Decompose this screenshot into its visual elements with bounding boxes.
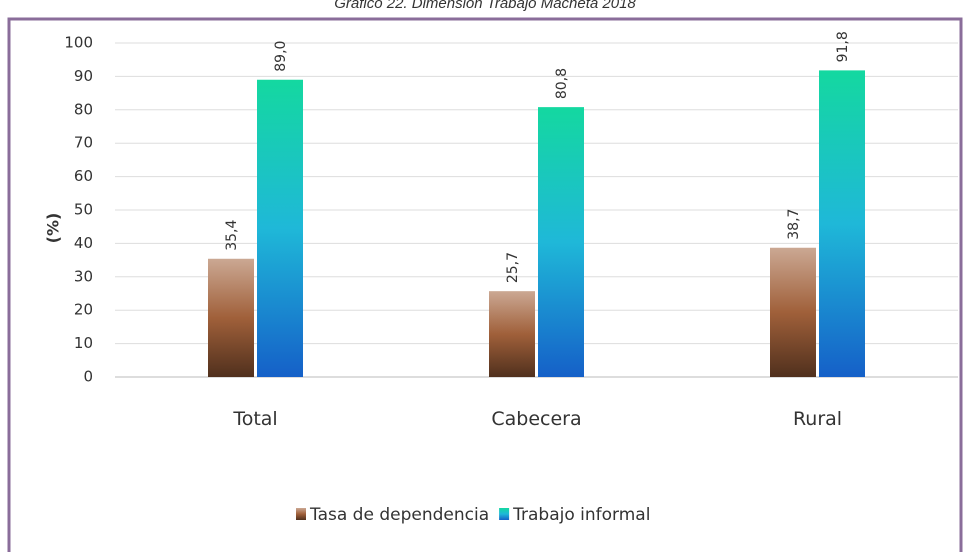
x-tick-label: Cabecera <box>491 408 581 430</box>
value-label: 25,7 <box>505 252 521 283</box>
y-tick-label: 100 <box>64 34 93 52</box>
value-label: 80,8 <box>554 68 570 99</box>
y-tick-label: 20 <box>74 301 93 319</box>
y-tick-label: 30 <box>74 267 93 285</box>
legend-label: Trabajo informal <box>512 505 650 525</box>
bar <box>489 291 535 377</box>
value-label: 91,8 <box>835 31 851 62</box>
bar <box>538 107 584 378</box>
y-tick-label: 0 <box>83 368 93 386</box>
value-label: 38,7 <box>786 209 802 240</box>
y-tick-label: 50 <box>74 201 93 219</box>
y-tick-label: 10 <box>74 334 93 352</box>
legend-swatch <box>499 508 510 520</box>
y-tick-label: 60 <box>74 167 93 185</box>
bar <box>208 258 254 377</box>
x-tick-label: Rural <box>793 408 842 430</box>
chart-title: Gráfico 22. Dimensión Trabajo Machetá 20… <box>334 0 636 12</box>
value-label: 89,0 <box>273 41 289 72</box>
y-tick-label: 40 <box>74 234 93 252</box>
y-tick-label: 90 <box>74 67 93 85</box>
value-label: 35,4 <box>224 219 240 250</box>
y-tick-label: 70 <box>74 134 93 152</box>
x-tick-label: Total <box>232 408 277 430</box>
bar <box>819 70 865 377</box>
legend-swatch <box>296 508 306 520</box>
bar <box>770 247 816 377</box>
legend-label: Tasa de dependencia <box>309 505 489 525</box>
bar <box>257 79 303 378</box>
y-tick-label: 80 <box>74 100 93 118</box>
y-axis-label: (%) <box>44 213 63 244</box>
frame <box>7 17 963 552</box>
